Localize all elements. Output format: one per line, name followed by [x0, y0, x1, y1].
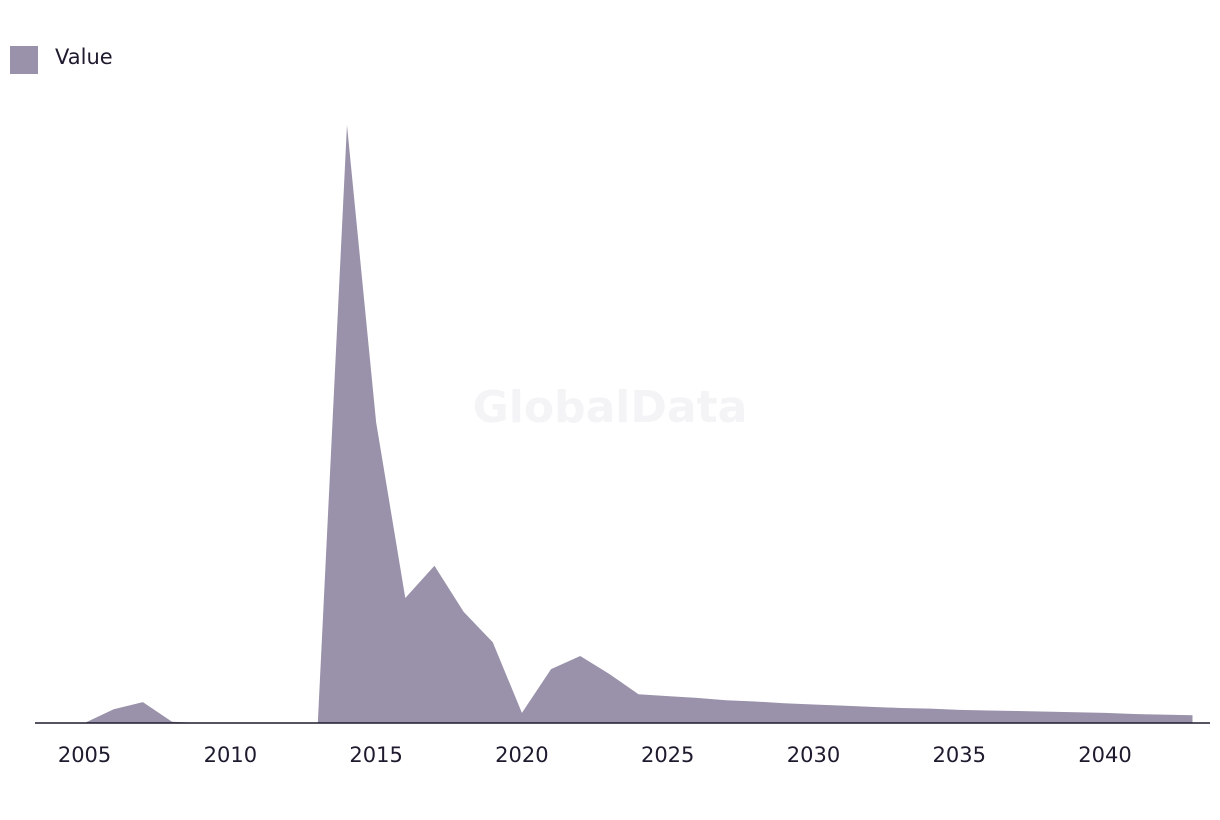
x-tick-label: 2040: [1078, 743, 1131, 767]
x-tick-label: 2035: [933, 743, 986, 767]
x-tick-label: 2015: [349, 743, 402, 767]
x-tick-label: 2030: [787, 743, 840, 767]
x-tick-label: 2025: [641, 743, 694, 767]
area: [84, 125, 1193, 723]
legend-label: Value: [55, 45, 113, 69]
legend-swatch: [10, 46, 38, 74]
x-tick-label: 2020: [495, 743, 548, 767]
x-tick-label: 2010: [204, 743, 257, 767]
x-tick-label: 2005: [58, 743, 111, 767]
watermark: GlobalData: [473, 382, 748, 433]
